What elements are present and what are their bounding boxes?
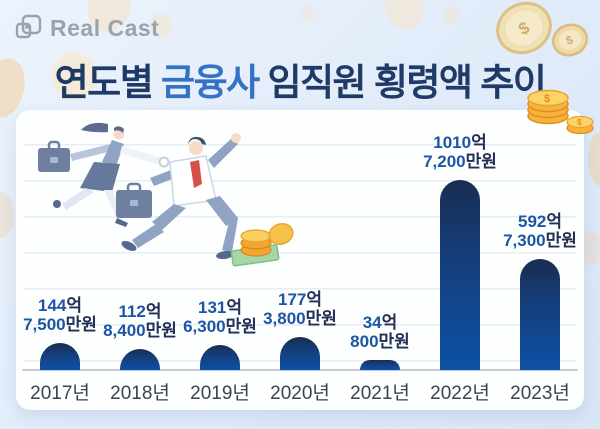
x-axis-label: 2019년 <box>190 383 250 404</box>
faint-coin-decoration <box>379 0 429 35</box>
bar-2020 <box>280 337 320 370</box>
title-part-dark: 연도별 <box>54 62 162 103</box>
dollar-glyph: $ <box>564 32 575 48</box>
faint-coin-decoration <box>582 230 600 266</box>
bar-2022 <box>440 180 480 370</box>
bar-2018 <box>120 349 160 370</box>
bar-group-2021: 34억 800만원 2021년 <box>340 110 420 410</box>
value-label: 112억 8,400만원 <box>103 302 177 340</box>
value-label: 592억 7,300만원 <box>503 212 577 250</box>
bar-group-2017: 144억 7,500만원 2017년 <box>20 110 100 410</box>
x-axis-label: 2017년 <box>30 383 90 404</box>
faint-coin-decoration <box>588 132 600 186</box>
page-title: 연도별 금융사 임직원 횡령액 추이 <box>0 52 600 106</box>
runners-illustration <box>38 122 294 267</box>
value-label: 1010억 7,200만원 <box>423 133 497 171</box>
gold-coins-decoration: $ $ $ $ <box>496 1 594 135</box>
chart-card: 144억 7,500만원 2017년 112억 8,400만원 2018년 131억… <box>16 110 584 410</box>
x-axis-label: 2020년 <box>270 383 330 404</box>
bar-group-2020: 177억 3,800만원 2020년 <box>260 110 340 410</box>
bar-2021 <box>360 360 400 370</box>
bar-2023 <box>520 259 560 370</box>
value-label: 34억 800만원 <box>350 313 410 351</box>
gridlines <box>24 144 576 362</box>
title-part-blue: 금융사 <box>161 62 260 103</box>
faint-coin-decoration <box>0 192 14 238</box>
bar-2017 <box>40 343 80 370</box>
bar-2019 <box>200 345 240 370</box>
x-axis-label: 2018년 <box>110 383 170 404</box>
bar-group-2019: 131억 6,300만원 2019년 <box>180 110 260 410</box>
bar-group-2023: 592억 7,300만원 2023년 <box>500 110 580 410</box>
value-label: 144억 7,500만원 <box>23 296 97 334</box>
bar-group-2022: 1010억 7,200만원 2022년 <box>420 110 500 410</box>
realcast-logo-text: Real Cast <box>50 14 160 41</box>
value-label: 131억 6,300만원 <box>183 298 257 336</box>
realcast-logo-icon <box>14 13 44 43</box>
bar-group-2018: 112억 8,400만원 2018년 <box>100 110 180 410</box>
x-axis-label: 2022년 <box>430 383 490 404</box>
bar-chart: 144억 7,500만원 2017년 112억 8,400만원 2018년 131억… <box>20 110 580 410</box>
x-axis-label: 2023년 <box>510 383 570 404</box>
faint-coin-decoration <box>443 6 459 24</box>
x-axis-label: 2021년 <box>350 383 410 404</box>
realcast-logo: Real Cast <box>14 13 159 43</box>
dollar-glyph: $ <box>544 93 550 105</box>
value-label: 177억 3,800만원 <box>263 290 337 328</box>
title-part-dark2: 임직원 횡령액 추이 <box>258 62 546 103</box>
dollar-glyph: $ <box>577 118 582 127</box>
faint-coin-decoration <box>300 6 314 22</box>
x-axis-baseline <box>22 369 578 371</box>
